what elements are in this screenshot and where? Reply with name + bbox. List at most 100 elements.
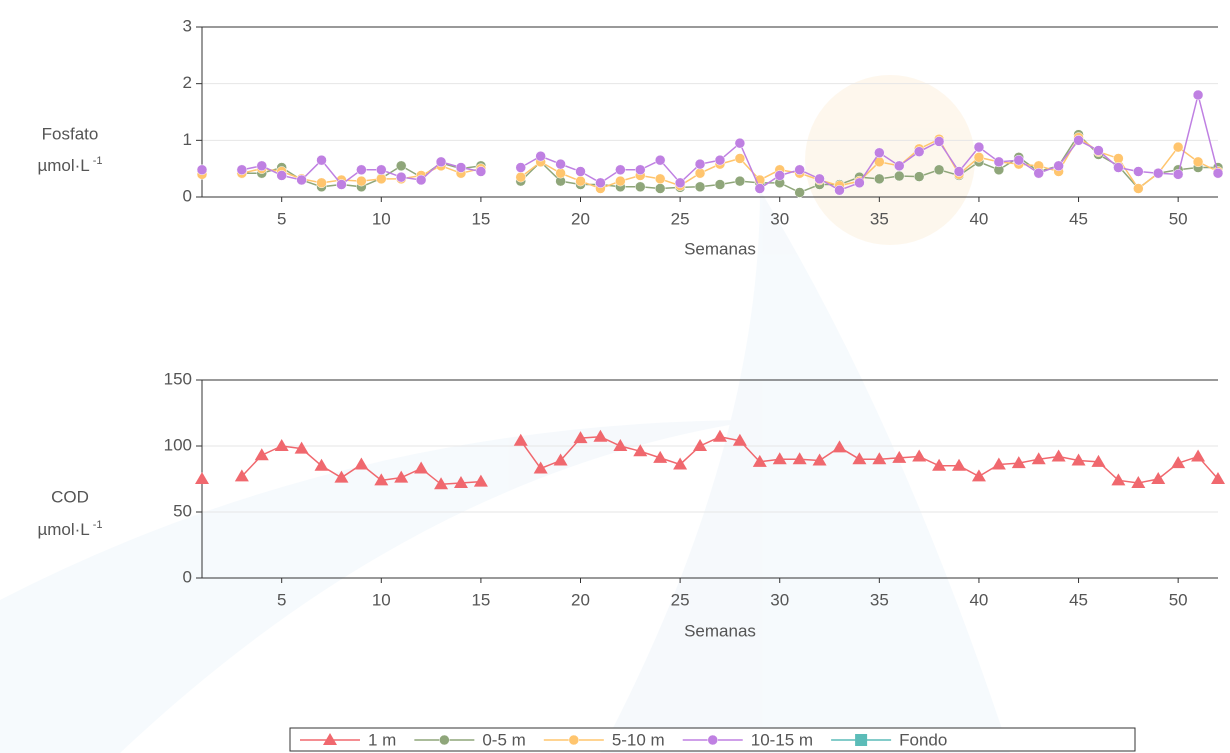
circle-marker	[476, 167, 486, 177]
y-tick-label: 150	[164, 369, 192, 388]
circle-marker	[1173, 142, 1183, 152]
x-tick-label: 30	[770, 209, 789, 228]
x-tick-label: 40	[969, 590, 988, 609]
unit-sup: -1	[93, 519, 103, 531]
y-tick-label: 50	[173, 501, 192, 520]
circle-marker	[1093, 146, 1103, 156]
circle-marker	[655, 155, 665, 165]
circle-marker	[576, 176, 586, 186]
circle-marker	[376, 174, 386, 184]
circle-marker	[1034, 168, 1044, 178]
y-tick-label: 0	[183, 567, 192, 586]
x-tick-label: 5	[277, 209, 286, 228]
unit: µmol·L	[37, 156, 89, 175]
circle-marker	[1074, 135, 1084, 145]
legend-label: Fondo	[899, 730, 947, 749]
circle-marker	[1014, 155, 1024, 165]
circle-marker	[655, 184, 665, 194]
circle-marker	[815, 174, 825, 184]
circle-marker	[954, 167, 964, 177]
watermark-sail	[600, 190, 1010, 753]
x-tick-label: 15	[471, 209, 490, 228]
x-tick-label: 45	[1069, 590, 1088, 609]
x-tick-label: 40	[969, 209, 988, 228]
circle-marker	[576, 167, 586, 177]
circle-marker	[516, 163, 526, 173]
circle-marker	[834, 185, 844, 195]
circle-marker	[735, 176, 745, 186]
chart: 1 m0-5 m5-10 m10-15 mFondo Fosfatoµmol·L…	[0, 0, 1230, 753]
circle-marker	[615, 176, 625, 186]
x-tick-label: 20	[571, 209, 590, 228]
circle-marker	[277, 170, 287, 180]
circle-marker	[635, 182, 645, 192]
triangle-marker	[1151, 472, 1165, 484]
triangle-marker	[952, 459, 966, 471]
y-tick-label: 1	[183, 130, 192, 149]
circle-marker	[675, 178, 685, 188]
circle-marker	[934, 136, 944, 146]
x-axis-label: Semanas	[684, 239, 756, 258]
circle-marker	[436, 157, 446, 167]
x-tick-label: 50	[1169, 209, 1188, 228]
circle-marker	[336, 180, 346, 190]
circle-marker	[456, 163, 466, 173]
y-tick-label: 2	[183, 73, 192, 92]
triangle-marker	[255, 448, 269, 460]
circle-marker	[715, 180, 725, 190]
triangle-marker	[275, 439, 289, 451]
circle-marker	[1173, 169, 1183, 179]
circle-marker	[396, 172, 406, 182]
circle-marker	[655, 174, 665, 184]
circle-marker	[695, 182, 705, 192]
square-marker	[855, 734, 867, 746]
legend-label: 1 m	[368, 730, 396, 749]
triangle-marker	[1052, 450, 1066, 462]
circle-marker	[894, 171, 904, 181]
circle-marker	[556, 159, 566, 169]
circle-marker	[356, 165, 366, 175]
circle-marker	[556, 168, 566, 178]
circle-marker	[914, 147, 924, 157]
circle-marker	[695, 159, 705, 169]
circle-marker	[257, 161, 267, 171]
circle-marker	[894, 161, 904, 171]
circle-marker	[237, 165, 247, 175]
triangle-marker	[972, 469, 986, 481]
circle-marker	[1113, 153, 1123, 163]
circle-marker	[934, 165, 944, 175]
circle-marker	[1153, 168, 1163, 178]
y-axis-unit: µmol·L-1	[37, 519, 102, 540]
circle-marker	[317, 155, 327, 165]
circle-marker	[1213, 168, 1223, 178]
circle-marker	[1054, 161, 1064, 171]
triangle-marker	[693, 439, 707, 451]
x-tick-label: 5	[277, 590, 286, 609]
circle-marker	[735, 138, 745, 148]
circle-marker	[695, 168, 705, 178]
circle-marker	[1193, 157, 1203, 167]
x-tick-label: 50	[1169, 590, 1188, 609]
legend-label: 5-10 m	[612, 730, 665, 749]
circle-marker	[1133, 184, 1143, 194]
circle-marker	[569, 735, 579, 745]
circle-marker	[595, 178, 605, 188]
circle-marker	[297, 175, 307, 185]
x-tick-label: 45	[1069, 209, 1088, 228]
circle-marker	[1193, 90, 1203, 100]
triangle-marker	[912, 450, 926, 462]
circle-marker	[1133, 167, 1143, 177]
y-tick-label: 100	[164, 435, 192, 454]
unit-sup: -1	[93, 155, 103, 167]
circle-marker	[994, 157, 1004, 167]
x-tick-label: 25	[671, 590, 690, 609]
x-tick-label: 25	[671, 209, 690, 228]
triangle-marker	[713, 430, 727, 442]
circle-marker	[914, 172, 924, 182]
x-tick-label: 35	[870, 590, 889, 609]
circle-marker	[974, 142, 984, 152]
triangle-marker	[195, 472, 209, 484]
circle-marker	[735, 153, 745, 163]
x-tick-label: 15	[471, 590, 490, 609]
circle-marker	[775, 170, 785, 180]
